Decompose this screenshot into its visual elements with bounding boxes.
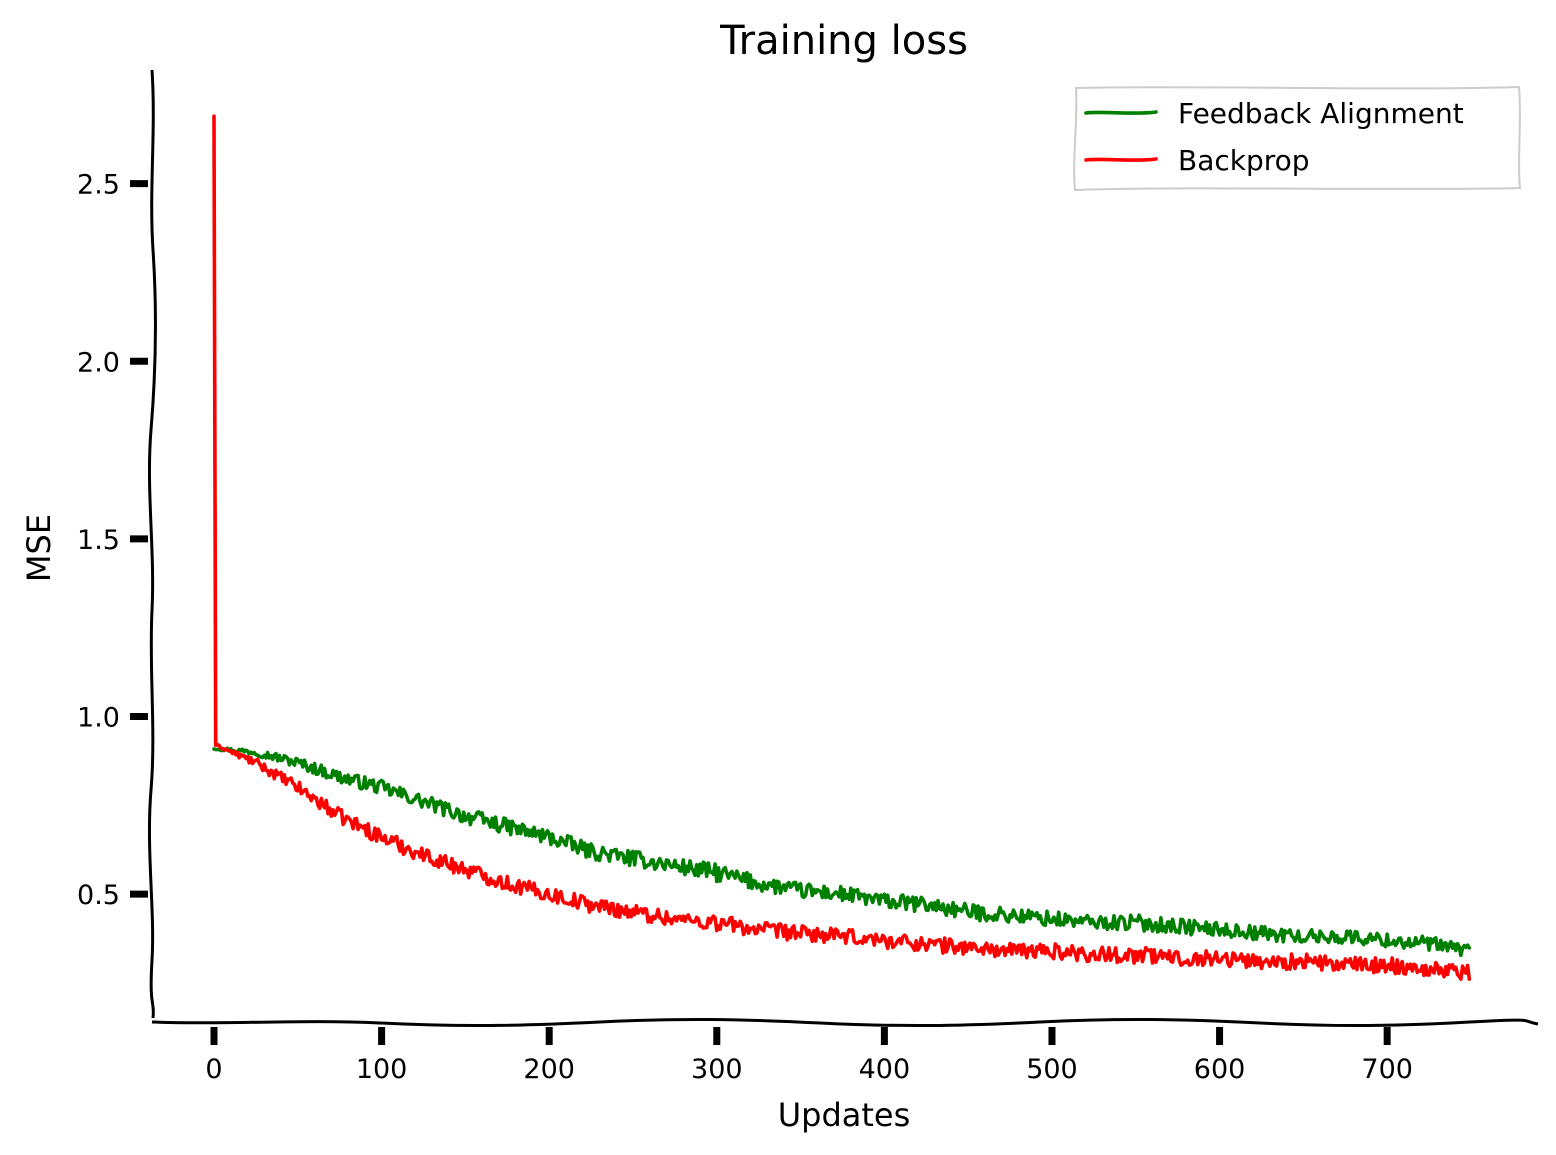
legend: Feedback Alignment Backprop [1073,85,1522,192]
legend-label-feedback-alignment: Feedback Alignment [1178,97,1464,130]
x-tick-label: 500 [1026,1054,1078,1085]
y-tick-label: 0.5 [77,880,120,911]
chart-title: Training loss [719,18,968,64]
legend-box [1073,85,1522,192]
x-axis-label: Updates [778,1096,911,1134]
x-axis-spine [151,1017,1539,1028]
y-axis-spine [147,69,157,1019]
y-tick-label: 1.0 [77,703,120,734]
x-tick-label: 300 [691,1054,743,1085]
y-tick-label: 1.5 [77,525,120,556]
legend-label-backprop: Backprop [1178,144,1310,177]
legend-swatch-feedback-alignment [1084,110,1158,115]
series-line-feedback-alignment [212,746,1472,958]
series-line-backprop [212,114,1472,981]
legend-swatch-backprop [1084,157,1158,162]
x-tick-label: 100 [356,1054,408,1085]
x-tick-label: 200 [523,1054,575,1085]
x-tick-label: 700 [1361,1054,1413,1085]
x-tick-label: 600 [1194,1054,1246,1085]
x-tick-label: 0 [205,1054,222,1085]
y-axis-label: MSE [20,514,58,582]
x-ticks: 0 100 200 300 400 500 600 700 [205,1027,1413,1085]
y-tick-label: 2.5 [77,170,120,201]
series-layer [212,114,1472,981]
y-ticks: 0.5 1.0 1.5 2.0 2.5 [77,170,148,911]
x-tick-label: 400 [859,1054,911,1085]
y-tick-label: 2.0 [77,347,120,378]
